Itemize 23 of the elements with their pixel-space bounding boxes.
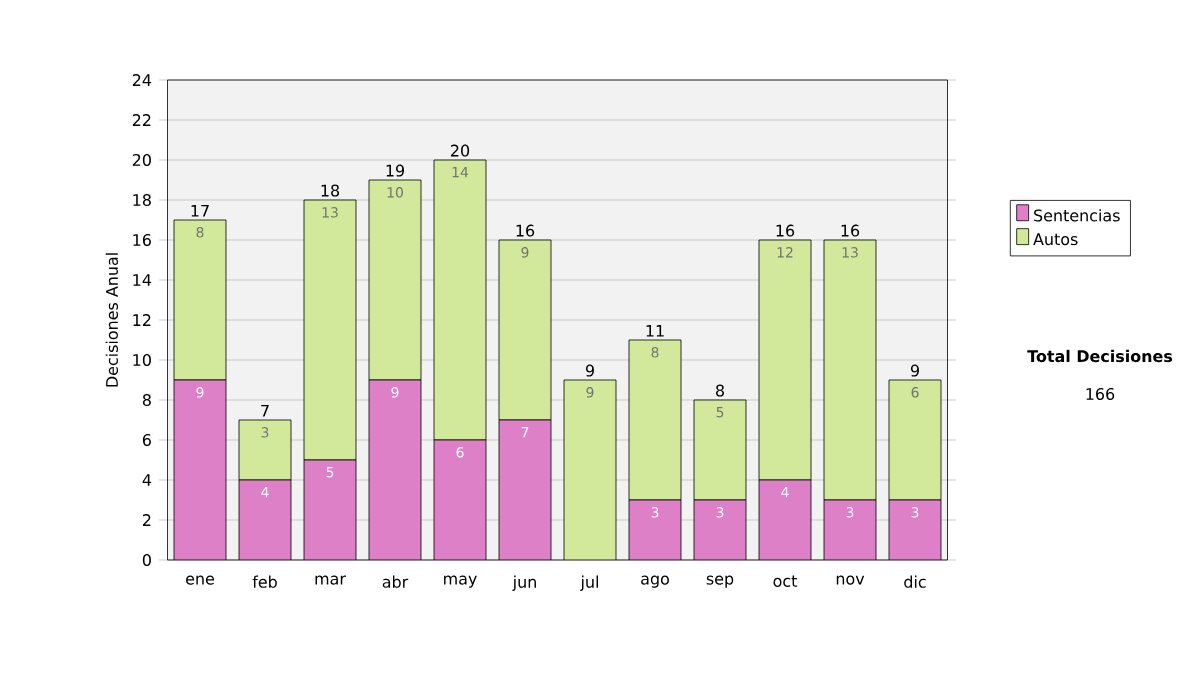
bar <box>888 499 942 560</box>
bar <box>759 480 812 560</box>
bar <box>888 379 942 501</box>
bar <box>433 159 487 441</box>
bar <box>823 239 877 501</box>
bar <box>564 380 617 560</box>
bar <box>304 460 356 560</box>
bar <box>434 440 486 560</box>
bar <box>238 419 292 481</box>
bar <box>303 199 357 461</box>
bar <box>369 380 421 560</box>
bar <box>824 500 877 560</box>
bar <box>693 399 747 501</box>
bar <box>758 239 812 481</box>
bar <box>694 500 747 560</box>
bar <box>173 219 227 381</box>
bar <box>629 500 682 560</box>
bar <box>239 480 291 560</box>
bar <box>368 179 422 381</box>
bar <box>498 239 552 421</box>
bar <box>628 339 682 501</box>
bar <box>499 420 551 560</box>
bar <box>174 380 226 560</box>
